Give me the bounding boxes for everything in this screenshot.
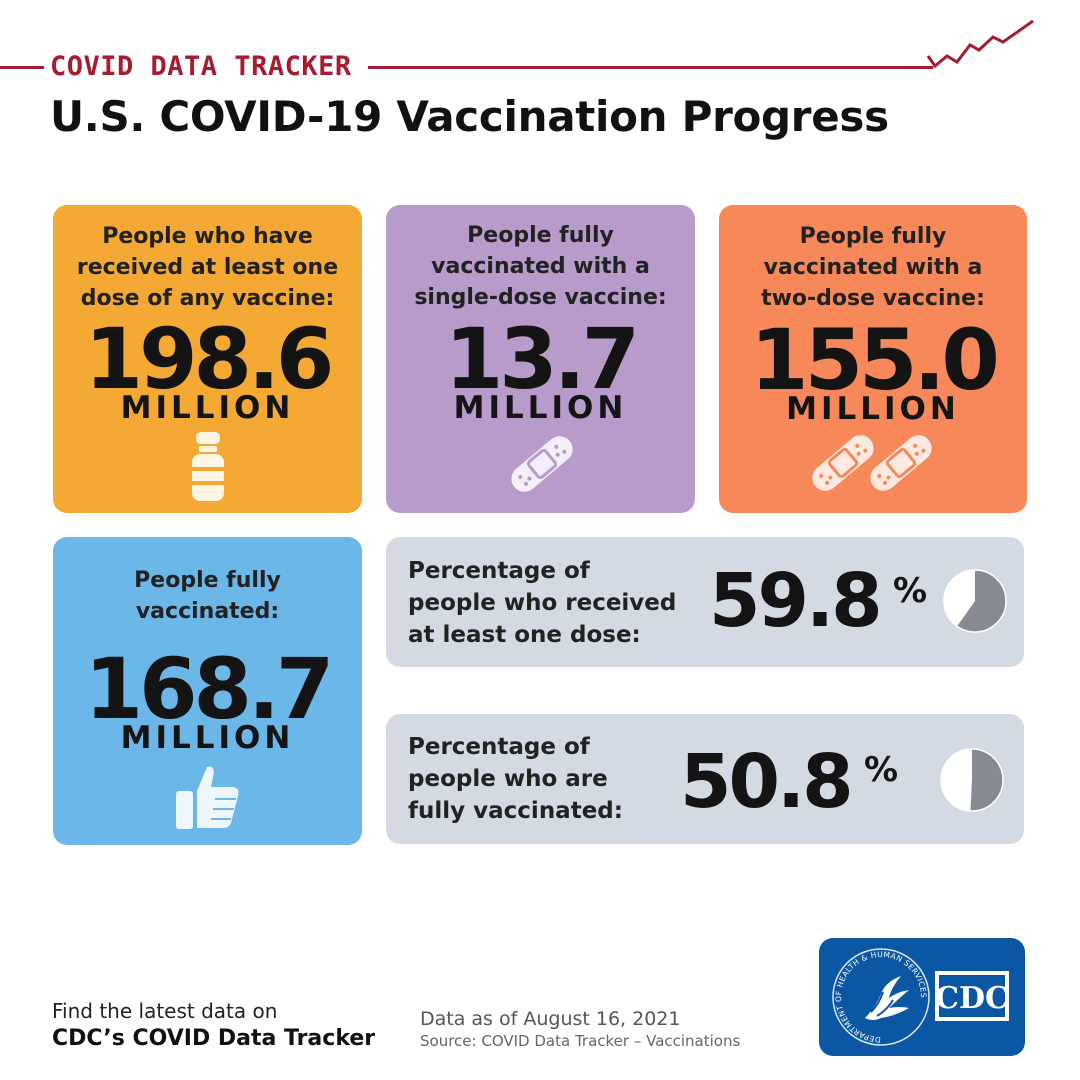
- pie-chart-icon: [940, 748, 1004, 812]
- pie-ring: [943, 569, 1007, 633]
- page-title: U.S. COVID-19 Vaccination Progress: [50, 92, 889, 141]
- svg-text:DEPARTMENT OF HEALTH & HUMAN S: DEPARTMENT OF HEALTH & HUMAN SERVICES·US…: [819, 938, 928, 1044]
- header-rule-right: [368, 66, 933, 69]
- count-value: 198.6: [84, 310, 335, 408]
- pie-ring: [940, 748, 1004, 812]
- pie-slice: [957, 570, 1006, 632]
- card-two-dose: People fully vaccinated with a two-dose …: [719, 205, 1027, 513]
- thumbs-up-icon: [176, 766, 239, 829]
- card-fully-vaccinated: People fully vaccinated: 168.7 MILLION: [53, 537, 362, 845]
- vaccine-vial-icon: [192, 432, 224, 501]
- count-value: 168.7: [84, 640, 335, 738]
- hhs-seal-icon: DEPARTMENT OF HEALTH & HUMAN SERVICES·US…: [816, 931, 1009, 1046]
- card-label: People fully vaccinated with a single-do…: [414, 223, 667, 310]
- card-label: People fully vaccinated with a two-dose …: [761, 224, 985, 311]
- count-unit: MILLION: [120, 720, 295, 756]
- pie-slice: [970, 749, 1004, 811]
- count-value: 13.7: [444, 310, 640, 408]
- footer-tracker-link[interactable]: CDC’s COVID Data Tracker: [52, 1026, 376, 1051]
- card-pct-one-dose: Percentage of people who received at lea…: [386, 537, 1024, 667]
- pct-sign: %: [893, 571, 928, 611]
- pie-chart-icon: [943, 569, 1007, 633]
- count-unit: MILLION: [120, 390, 295, 426]
- card-label: People who have received at least one do…: [76, 224, 339, 311]
- pct-value: 50.8: [680, 739, 854, 825]
- card-pct-fully: Percentage of people who are fully vacci…: [386, 714, 1024, 844]
- card-label: People fully vaccinated:: [134, 568, 281, 624]
- pct-label: Percentage of people who received at lea…: [408, 558, 677, 648]
- trend-line-icon: [926, 19, 1034, 69]
- pct-value: 59.8: [709, 558, 883, 644]
- card-at-least-one-dose: People who have received at least one do…: [53, 205, 362, 513]
- two-bandages-icon: [812, 435, 932, 491]
- cdc-wordmark: CDC: [935, 981, 1009, 1016]
- card-single-dose: People fully vaccinated with a single-do…: [386, 205, 695, 513]
- footer-tagline: Find the latest data on: [52, 999, 278, 1023]
- header-rule-left: [0, 66, 44, 69]
- count-value: 155.0: [750, 311, 1000, 409]
- count-unit: MILLION: [453, 390, 628, 426]
- data-source: Source: COVID Data Tracker – Vaccination…: [420, 1032, 741, 1050]
- pct-label: Percentage of people who are fully vacci…: [408, 734, 623, 824]
- count-unit: MILLION: [786, 391, 960, 427]
- pct-sign: %: [864, 750, 899, 790]
- cdc-logo: DEPARTMENT OF HEALTH & HUMAN SERVICES·US…: [816, 931, 1025, 1056]
- tracker-label: COVID DATA TRACKER: [50, 51, 352, 82]
- bandage-icon: [511, 436, 573, 492]
- data-date: Data as of August 16, 2021: [420, 1008, 681, 1030]
